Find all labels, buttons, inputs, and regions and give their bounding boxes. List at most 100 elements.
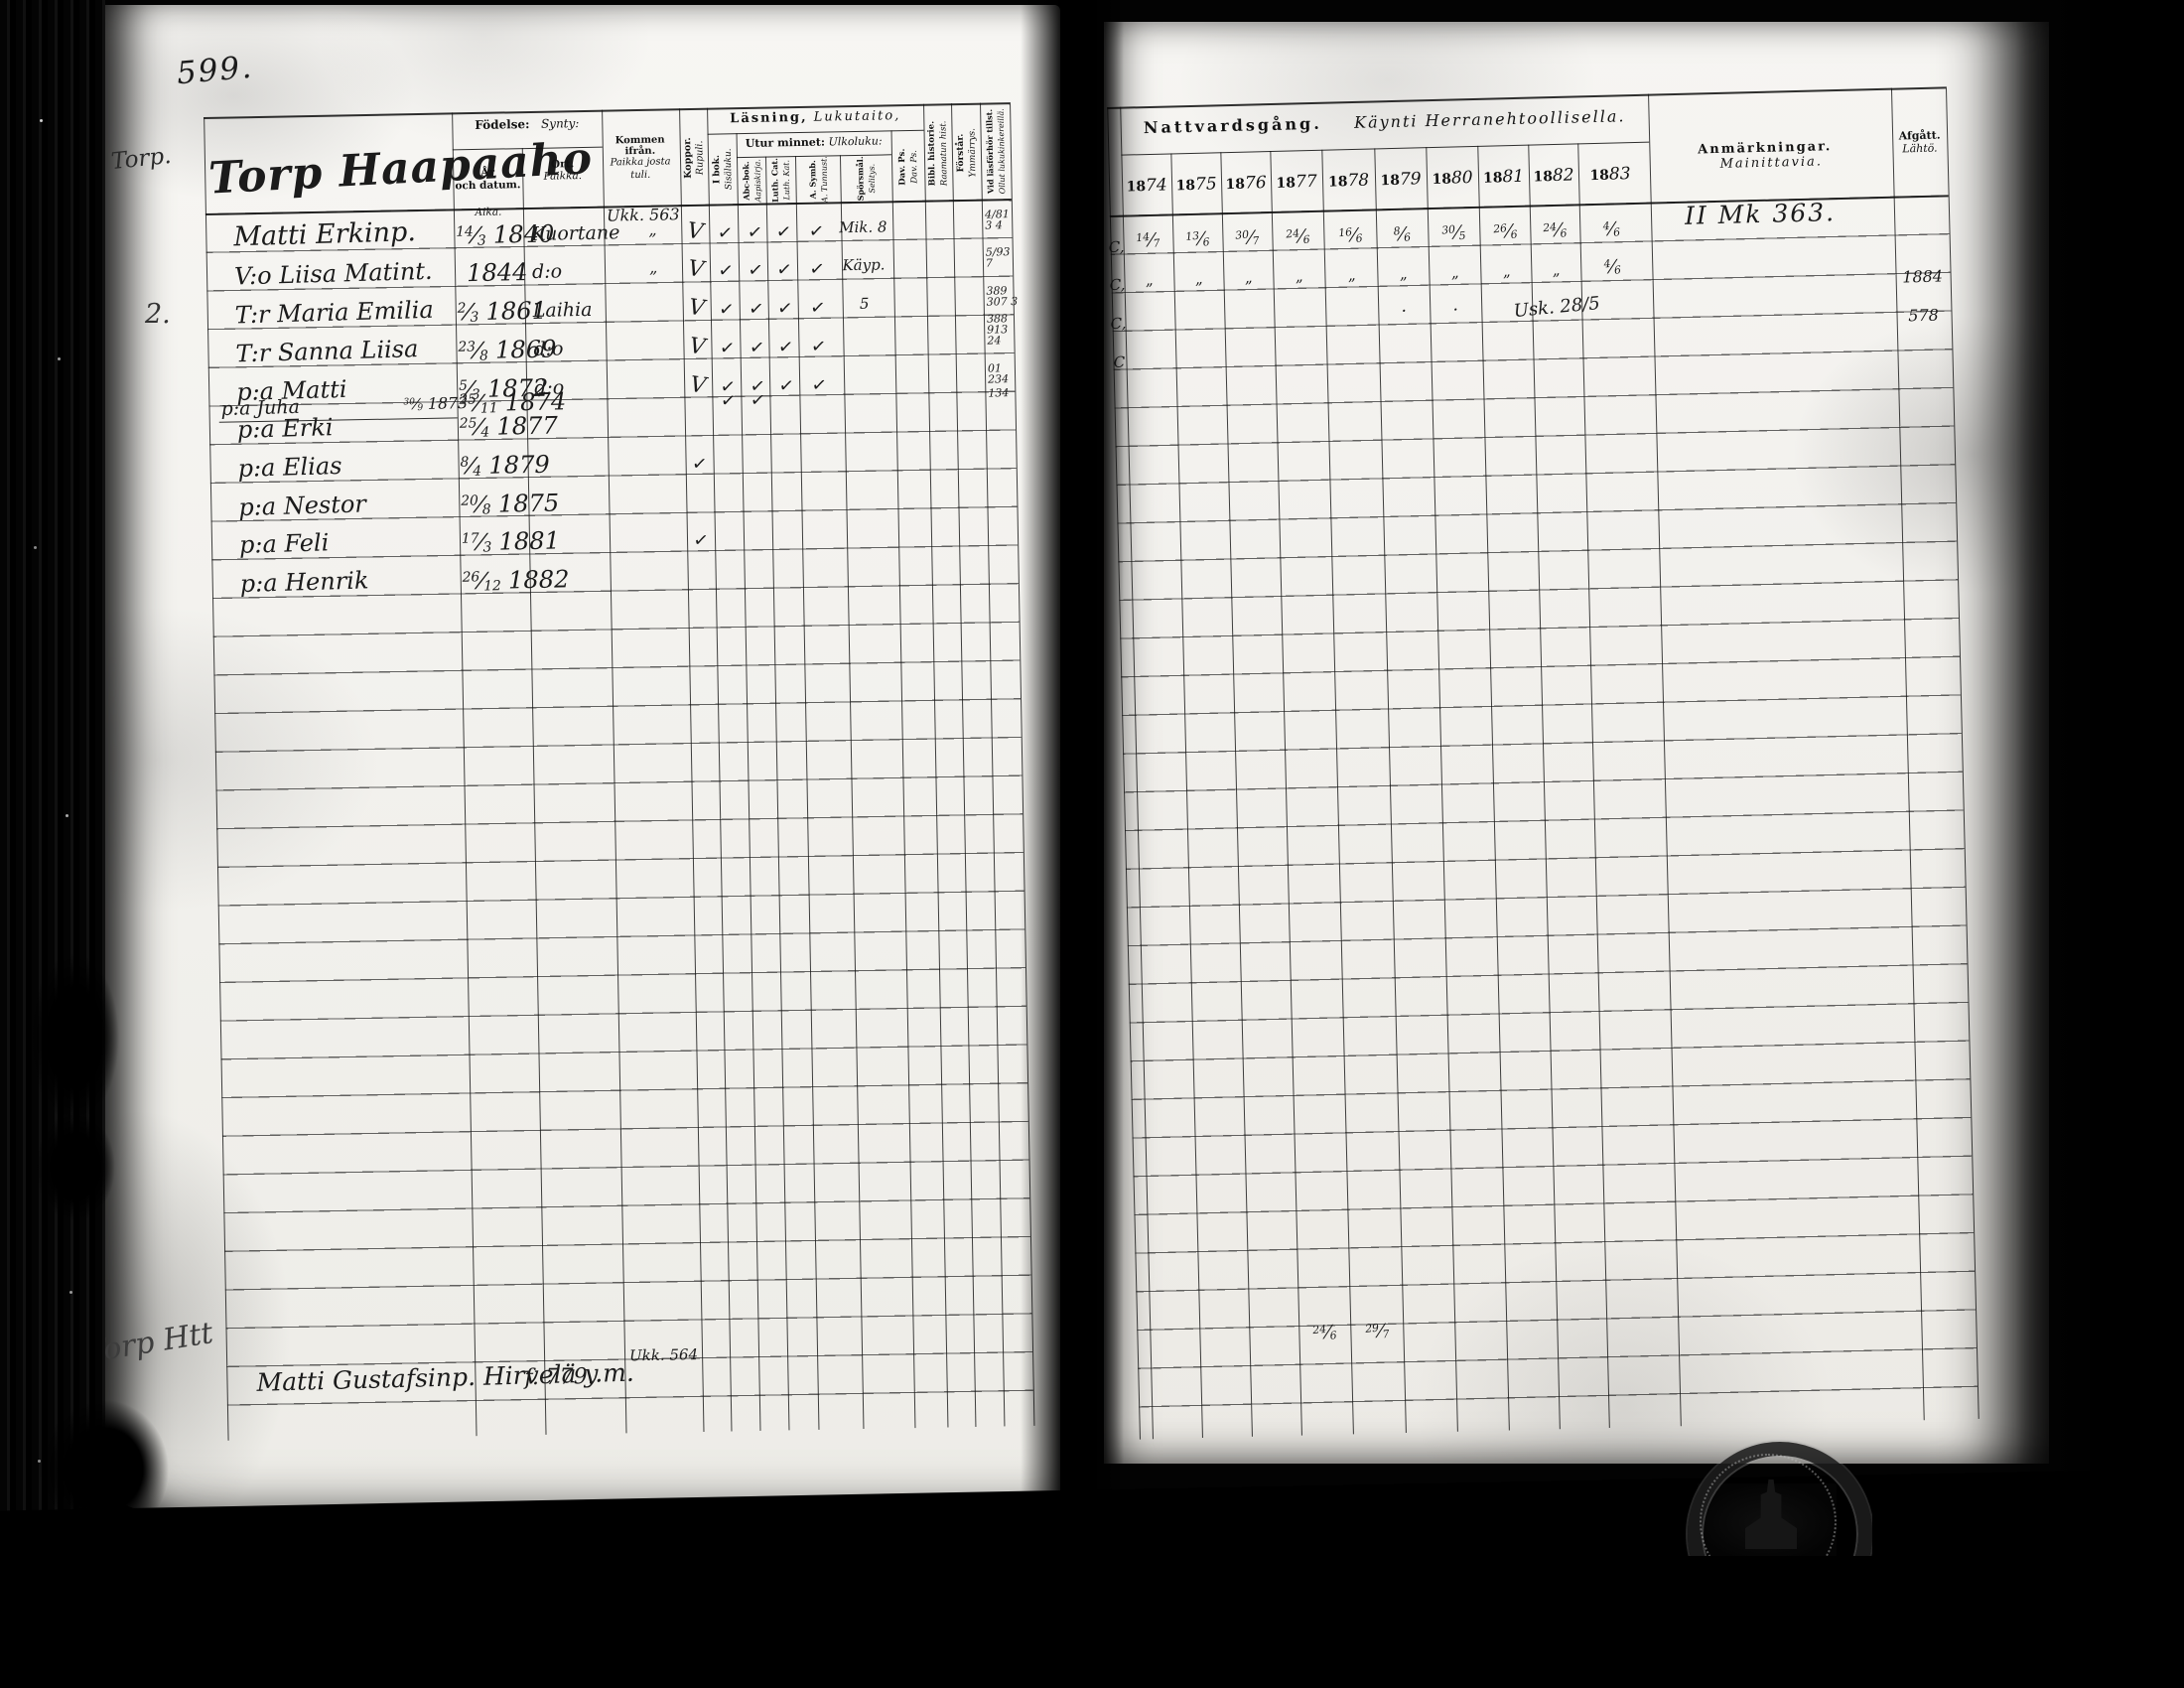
reading-mark: ✓ [807, 219, 826, 243]
reading-mark: V [686, 256, 706, 284]
reading-mark: ✓ [808, 258, 826, 281]
record-name: T:r Sanna Liisa [235, 334, 419, 368]
col-header-from-fi: Paikka josta tuli. [610, 156, 671, 181]
addendum-communion-mark: 24⁄6 [1311, 1322, 1338, 1343]
reading-mark: ✓ [809, 296, 827, 320]
communion-mark: 8⁄6 [1393, 223, 1412, 245]
reading-mark: ✓ [748, 336, 766, 359]
col-header-catechism: Luth. Cat. Luth. Kat. [765, 157, 796, 203]
communion-mark: 14⁄7 [1135, 229, 1161, 251]
communion-mark: 4⁄6 [1602, 218, 1621, 240]
col-header-birth: Födelse: Synty: [452, 116, 602, 133]
communion-mark: „ [1501, 262, 1511, 281]
reading-mark: ✓ [777, 373, 795, 397]
col-header-reading: Läsning, Lukutaito, [707, 108, 923, 127]
col-header-communion-sv: Nattvardsgång. [1143, 113, 1323, 138]
col-header-symbolum-fi: A. Tunnust. [818, 155, 829, 203]
questions-note: 5 [859, 294, 870, 314]
departed-entry: 578 [1908, 305, 1940, 326]
reading-mark: ✓ [718, 337, 737, 360]
communion-mark: „ [1449, 263, 1460, 283]
col-header-bible-history-fi: Raamatun hist. [938, 119, 950, 186]
reading-mark: ✓ [717, 259, 735, 283]
book-edge-right [2015, 0, 2184, 1688]
col-header-remarks-fi: Mainittavia. [1719, 154, 1824, 172]
col-header-questions-fi: Selitys. [867, 163, 878, 194]
col-header-memory: Utur minnet: Ulkoluku: [737, 134, 891, 150]
communion-mark: 13⁄6 [1184, 228, 1211, 250]
communion-mark: 24⁄6 [1542, 219, 1569, 241]
col-header-symbolum-sv: A. Symb. [806, 159, 818, 199]
record-born: 25⁄4 1877 [459, 411, 559, 442]
record-name: T:r Maria Emilia [234, 295, 435, 330]
communion-mark: „ [1193, 269, 1204, 289]
year-label: 1881 [1482, 166, 1525, 188]
col-header-reading-sv: Läsning, [730, 109, 808, 127]
addendum-from: Ukk. 564 [628, 1345, 699, 1365]
record-place: Kuortane [531, 221, 620, 245]
questions-note: Käyp. [842, 255, 886, 275]
record-born: 26⁄12 1882 [462, 565, 570, 595]
attended-note: 24 [987, 334, 1002, 348]
col-header-departed-sv: Afgått. [1898, 128, 1941, 143]
col-header-bible-history: Bibl. historie. Raamatun hist. [923, 107, 953, 198]
reading-mark: ✓ [690, 452, 709, 476]
year-label: 1876 [1225, 173, 1267, 194]
reading-mark: ✓ [810, 373, 828, 397]
reading-mark: ✓ [774, 220, 793, 243]
reading-mark: ✓ [775, 258, 793, 282]
page-number: 599. [175, 49, 255, 92]
year-label: 1878 [1327, 170, 1370, 192]
archive-stamp [1674, 1432, 1872, 1556]
record-place: d:o [533, 338, 564, 360]
communion-mark: „ [1346, 266, 1356, 285]
col-header-psalms-sv: Dav. Ps. [896, 148, 908, 186]
col-header-memory-fi: Ulkoluku: [828, 134, 883, 149]
col-header-symbolum: A. Symb. A. Tunnust. [795, 155, 841, 203]
col-header-memory-sv: Utur minnet: [745, 135, 826, 151]
reading-mark: V [688, 371, 708, 399]
col-header-reading-fi: Lukutaito, [813, 108, 901, 125]
col-header-understands-fi: Ymmärrys. [966, 127, 978, 178]
col-header-catechism-fi: Luth. Kat. [781, 159, 792, 201]
col-header-communion-fi: Käynti Herranehtoollisella. [1353, 106, 1626, 132]
col-header-attended-fi: Ollut lukukinkereillä. [996, 107, 1008, 194]
col-header-abc-fi: Aapiskirja. [752, 158, 762, 203]
reading-mark: ✓ [747, 259, 764, 283]
communion-mark: 30⁄5 [1440, 221, 1467, 243]
reading-mark: ✓ [776, 297, 794, 321]
communion-mark: „ [1294, 267, 1304, 287]
record-from-ditto: „ [648, 219, 657, 239]
col-header-understands-sv: Förstår. [955, 133, 966, 172]
edge-speckles [40, 119, 43, 122]
record-name: p:a Nestor [237, 489, 367, 521]
col-header-inbook-fi: Sisäluku. [723, 147, 735, 190]
margin-label: Torp. [109, 142, 173, 176]
record-name: p:a Henrik [239, 566, 369, 599]
col-header-communion: Nattvardsgång. Käynti Herranehtoollisell… [1120, 106, 1648, 138]
questions-note: Mik. 8 [838, 217, 887, 236]
record-place: Laihia [532, 298, 593, 323]
record-born: 17⁄3 1881 [461, 526, 561, 557]
col-header-catechism-sv: Luth. Cat. [768, 157, 780, 203]
col-header-place: Ort. Paikka. [522, 158, 603, 183]
col-header-inbook: I bok. Sisäluku. [708, 135, 738, 203]
year-label: 1882 [1533, 165, 1574, 187]
year-label: 1877 [1276, 171, 1317, 193]
reading-mark: V [685, 217, 705, 245]
col-header-understands: Förstår. Ymmärrys. [951, 107, 982, 199]
record-name: p:a Erki [236, 413, 334, 445]
reading-mark: ✓ [748, 298, 765, 321]
record-name: p:a Elias [237, 451, 342, 483]
reading-mark: ✓ [809, 335, 828, 358]
grid-hline [1107, 86, 1946, 109]
communion-mark: 26⁄6 [1492, 220, 1518, 242]
record-name: Matti Erkinp. [232, 215, 417, 253]
col-header-smallpox-fi: Rupuli. [694, 139, 706, 175]
record-from-ditto: „ [648, 258, 658, 278]
year-label: 1875 [1175, 174, 1217, 195]
reading-mark: ✓ [776, 336, 795, 358]
col-header-abc-sv: Abc-bok. [740, 160, 751, 201]
left-page: 599. Torp. 2. Torp Htt Torp Haapaaho Föd… [83, 5, 1060, 1514]
